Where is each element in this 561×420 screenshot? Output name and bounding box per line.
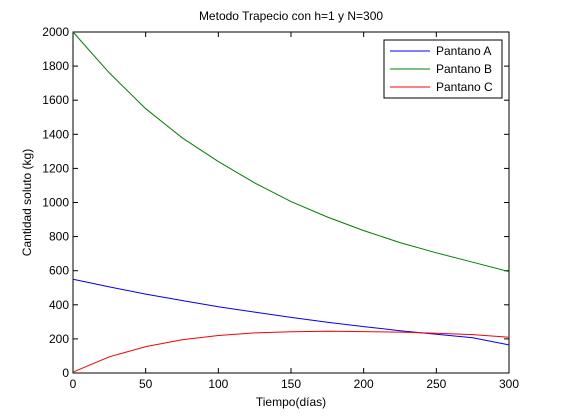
legend-label: Pantano B: [436, 62, 492, 76]
y-tick-label: 0: [62, 366, 69, 380]
x-axis-label: Tiempo(días): [256, 395, 326, 409]
legend-label: Pantano C: [436, 80, 493, 94]
y-tick-label: 400: [49, 298, 69, 312]
x-tick-label: 250: [426, 377, 446, 391]
x-tick-label: 0: [70, 377, 77, 391]
y-axis-label: Cantidad soluto (kg): [20, 149, 34, 256]
y-tick-label: 600: [49, 264, 69, 278]
x-tick-label: 100: [208, 377, 228, 391]
x-tick-label: 200: [354, 377, 374, 391]
y-tick-label: 1800: [42, 59, 69, 73]
x-tick-label: 300: [499, 377, 519, 391]
legend-label: Pantano A: [436, 44, 491, 58]
series-lines: [72, 31, 510, 373]
series-line-pantano-c: [72, 330, 510, 373]
y-tick-label: 200: [49, 332, 69, 346]
y-tick-label: 1400: [42, 127, 69, 141]
y-tick-label: 800: [49, 230, 69, 244]
series-line-pantano-a: [72, 278, 510, 346]
chart-title: Metodo Trapecio con h=1 y N=300: [199, 9, 383, 23]
x-tick-label: 50: [139, 377, 153, 391]
series-line-pantano-b: [72, 31, 510, 273]
legend: Pantano A Pantano B Pantano C: [383, 39, 503, 99]
y-tick-label: 2000: [42, 25, 69, 39]
y-tick-label: 1000: [42, 196, 69, 210]
y-tick-label: 1200: [42, 161, 69, 175]
ticks-layer: 0 50 100 150 200 250 300 0 200 400 600 800 1000 1200 1…: [42, 25, 519, 391]
y-tick-label: 1600: [42, 93, 69, 107]
x-tick-label: 150: [281, 377, 301, 391]
